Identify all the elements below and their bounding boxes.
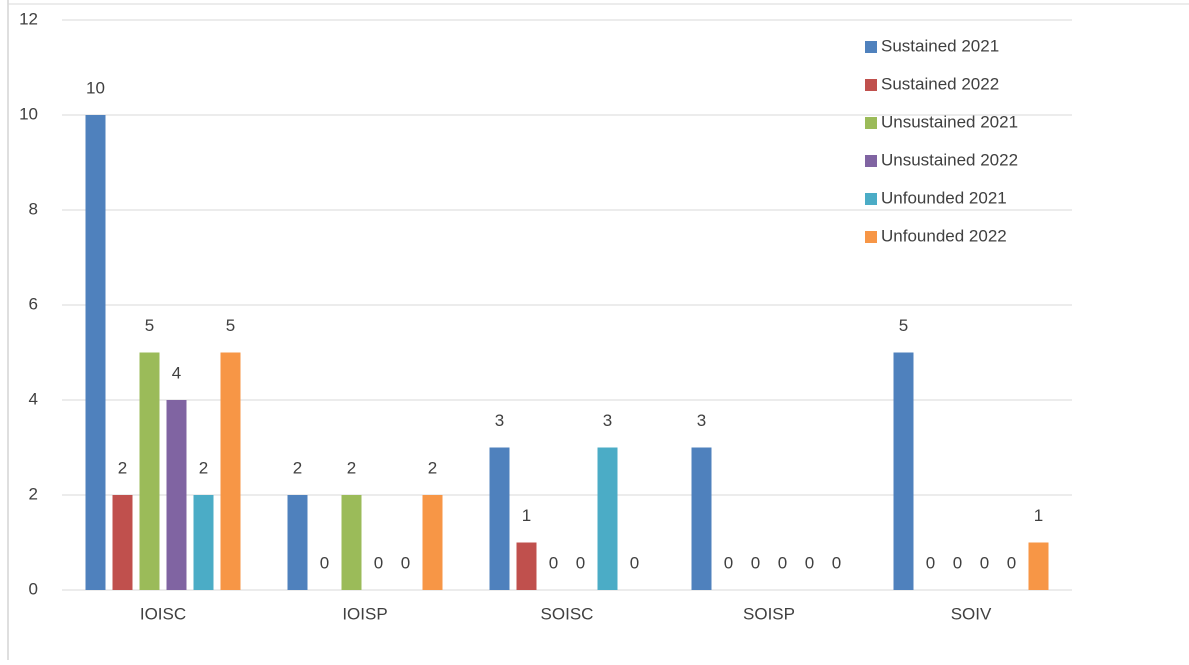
bar <box>893 352 914 590</box>
data-label: 0 <box>549 553 558 572</box>
data-label: 2 <box>293 458 302 477</box>
x-tick-label: IOISP <box>342 604 387 623</box>
x-tick-label: SOISP <box>743 604 795 623</box>
legend-swatch <box>865 155 877 167</box>
y-tick-label: 0 <box>29 579 38 598</box>
x-tick-label: SOISC <box>541 604 594 623</box>
data-label: 5 <box>226 316 235 335</box>
data-label: 5 <box>145 316 154 335</box>
bar <box>691 447 712 590</box>
legend-label: Unsustained 2022 <box>881 150 1018 169</box>
bar <box>489 447 510 590</box>
data-label: 0 <box>980 553 989 572</box>
bar <box>85 115 106 590</box>
legend-swatch <box>865 193 877 205</box>
data-label: 3 <box>697 411 706 430</box>
legend-swatch <box>865 231 877 243</box>
bar <box>139 352 160 590</box>
bar <box>112 495 133 590</box>
data-label: 0 <box>374 553 383 572</box>
bar <box>597 447 618 590</box>
y-tick-label: 12 <box>19 9 38 28</box>
data-label: 0 <box>1007 553 1016 572</box>
data-label: 4 <box>172 363 181 382</box>
data-label: 0 <box>576 553 585 572</box>
data-label: 3 <box>603 411 612 430</box>
legend-label: Unfounded 2022 <box>881 226 1007 245</box>
bar <box>287 495 308 590</box>
y-tick-label: 4 <box>29 389 38 408</box>
data-label: 1 <box>522 506 531 525</box>
data-label: 0 <box>778 553 787 572</box>
data-label: 0 <box>320 553 329 572</box>
data-label: 0 <box>724 553 733 572</box>
bar <box>220 352 241 590</box>
data-label: 10 <box>86 78 105 97</box>
bar <box>516 542 537 590</box>
data-label: 5 <box>899 316 908 335</box>
data-label: 0 <box>630 553 639 572</box>
data-label: 2 <box>347 458 356 477</box>
data-label: 2 <box>199 458 208 477</box>
data-label: 0 <box>401 553 410 572</box>
legend-swatch <box>865 41 877 53</box>
data-label: 0 <box>832 553 841 572</box>
legend-label: Unfounded 2021 <box>881 188 1007 207</box>
legend-label: Sustained 2021 <box>881 36 999 55</box>
data-label: 2 <box>428 458 437 477</box>
data-label: 0 <box>926 553 935 572</box>
data-label: 0 <box>953 553 962 572</box>
data-label: 0 <box>751 553 760 572</box>
data-label: 1 <box>1034 506 1043 525</box>
legend-label: Unsustained 2021 <box>881 112 1018 131</box>
data-label: 2 <box>118 458 127 477</box>
legend-swatch <box>865 79 877 91</box>
bar <box>341 495 362 590</box>
y-tick-label: 10 <box>19 104 38 123</box>
y-tick-label: 6 <box>29 294 38 313</box>
legend-label: Sustained 2022 <box>881 74 999 93</box>
y-tick-label: 8 <box>29 199 38 218</box>
bar <box>193 495 214 590</box>
legend-swatch <box>865 117 877 129</box>
x-tick-label: SOIV <box>951 604 992 623</box>
data-label: 3 <box>495 411 504 430</box>
bar <box>422 495 443 590</box>
bar <box>1028 542 1049 590</box>
y-tick-label: 2 <box>29 484 38 503</box>
x-tick-label: IOISC <box>140 604 186 623</box>
bar <box>166 400 187 590</box>
data-label: 0 <box>805 553 814 572</box>
